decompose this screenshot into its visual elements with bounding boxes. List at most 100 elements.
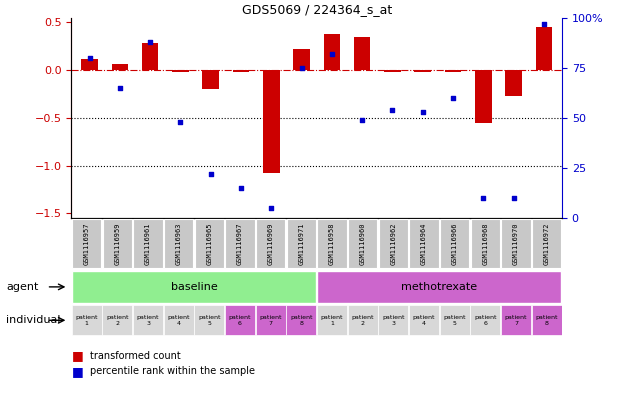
- Bar: [142, 44, 158, 70]
- Bar: [440, 305, 469, 335]
- Point: [115, 84, 125, 91]
- Bar: [409, 219, 439, 268]
- Bar: [194, 305, 224, 335]
- Bar: [133, 305, 163, 335]
- Bar: [379, 219, 408, 268]
- Text: GSM1116968: GSM1116968: [483, 222, 488, 265]
- Bar: [256, 305, 286, 335]
- Bar: [317, 305, 347, 335]
- Bar: [112, 64, 128, 70]
- Point: [145, 39, 155, 45]
- Text: patient
4: patient 4: [413, 315, 435, 326]
- Bar: [263, 70, 279, 173]
- Text: patient
6: patient 6: [229, 315, 252, 326]
- Bar: [470, 305, 501, 335]
- Point: [206, 171, 215, 177]
- Text: baseline: baseline: [171, 282, 217, 292]
- Point: [357, 117, 367, 123]
- Bar: [72, 219, 101, 268]
- Bar: [501, 305, 531, 335]
- Bar: [72, 271, 316, 303]
- Point: [539, 20, 549, 27]
- Bar: [102, 219, 132, 268]
- Bar: [71, 305, 102, 335]
- Point: [418, 109, 428, 115]
- Bar: [440, 219, 469, 268]
- Text: ■: ■: [71, 349, 83, 362]
- Bar: [102, 305, 132, 335]
- Bar: [414, 70, 431, 72]
- Bar: [287, 219, 316, 268]
- Bar: [225, 305, 255, 335]
- Point: [327, 51, 337, 57]
- Bar: [293, 49, 310, 70]
- Bar: [317, 219, 347, 268]
- Text: patient
2: patient 2: [106, 315, 129, 326]
- Point: [297, 64, 307, 71]
- Bar: [378, 305, 409, 335]
- Point: [509, 195, 519, 201]
- Bar: [348, 219, 378, 268]
- Title: GDS5069 / 224364_s_at: GDS5069 / 224364_s_at: [242, 4, 392, 17]
- Bar: [384, 70, 401, 72]
- Text: GSM1116964: GSM1116964: [421, 222, 427, 265]
- Text: patient
6: patient 6: [474, 315, 497, 326]
- Point: [478, 195, 488, 201]
- Text: GSM1116965: GSM1116965: [206, 222, 212, 265]
- Text: GSM1116967: GSM1116967: [237, 222, 243, 265]
- Bar: [317, 271, 561, 303]
- Text: GSM1116958: GSM1116958: [329, 222, 335, 265]
- Bar: [535, 27, 552, 70]
- Text: patient
8: patient 8: [535, 315, 558, 326]
- Bar: [164, 219, 194, 268]
- Bar: [81, 59, 98, 70]
- Text: GSM1116963: GSM1116963: [176, 222, 182, 265]
- Bar: [256, 219, 286, 268]
- Bar: [348, 305, 378, 335]
- Bar: [202, 70, 219, 89]
- Text: GSM1116970: GSM1116970: [513, 222, 519, 265]
- Text: agent: agent: [6, 282, 39, 292]
- Bar: [164, 305, 194, 335]
- Text: GSM1116972: GSM1116972: [543, 222, 550, 265]
- Bar: [194, 219, 224, 268]
- Bar: [225, 219, 255, 268]
- Text: methotrexate: methotrexate: [401, 282, 478, 292]
- Bar: [134, 219, 163, 268]
- Point: [236, 185, 246, 191]
- Point: [176, 119, 186, 125]
- Bar: [475, 70, 492, 123]
- Text: patient
5: patient 5: [443, 315, 466, 326]
- Text: patient
1: patient 1: [321, 315, 343, 326]
- Bar: [532, 305, 562, 335]
- Text: patient
3: patient 3: [382, 315, 405, 326]
- Text: GSM1116962: GSM1116962: [391, 222, 396, 265]
- Text: individual: individual: [6, 315, 61, 325]
- Text: GSM1116959: GSM1116959: [114, 222, 120, 265]
- Text: GSM1116966: GSM1116966: [451, 222, 458, 265]
- Bar: [445, 70, 461, 72]
- Text: patient
3: patient 3: [137, 315, 160, 326]
- Text: GSM1116969: GSM1116969: [268, 222, 274, 265]
- Point: [266, 205, 276, 211]
- Bar: [172, 70, 189, 72]
- Bar: [471, 219, 500, 268]
- Text: patient
8: patient 8: [290, 315, 312, 326]
- Bar: [532, 219, 561, 268]
- Text: GSM1116961: GSM1116961: [145, 222, 151, 265]
- Text: GSM1116971: GSM1116971: [298, 222, 304, 265]
- Text: patient
4: patient 4: [168, 315, 190, 326]
- Bar: [409, 305, 439, 335]
- Text: ■: ■: [71, 365, 83, 378]
- Text: patient
7: patient 7: [260, 315, 282, 326]
- Bar: [233, 70, 249, 72]
- Text: patient
5: patient 5: [198, 315, 220, 326]
- Bar: [354, 37, 371, 70]
- Text: patient
2: patient 2: [351, 315, 374, 326]
- Text: GSM1116960: GSM1116960: [360, 222, 366, 265]
- Point: [448, 95, 458, 101]
- Text: patient
1: patient 1: [76, 315, 98, 326]
- Bar: [505, 70, 522, 96]
- Point: [84, 55, 94, 61]
- Bar: [501, 219, 531, 268]
